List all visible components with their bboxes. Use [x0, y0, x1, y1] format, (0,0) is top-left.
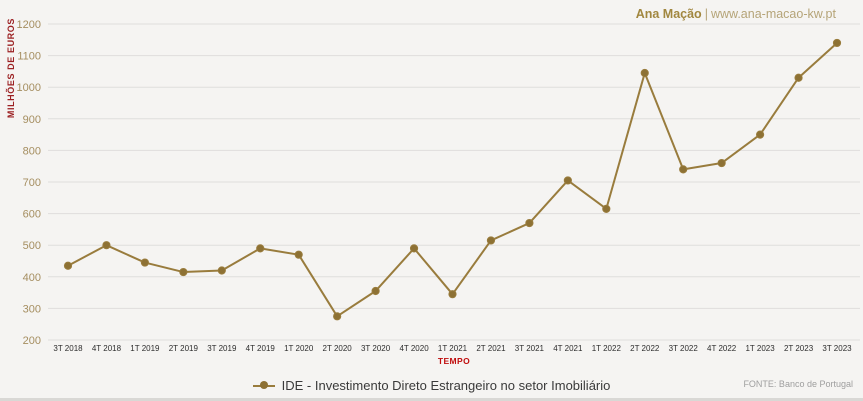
data-point[interactable]: [832, 38, 842, 48]
x-tick-label: 2T 2022: [630, 344, 660, 353]
x-tick-label: 3T 2018: [53, 344, 83, 353]
x-tick-label: 2T 2021: [476, 344, 506, 353]
data-point[interactable]: [486, 236, 496, 245]
x-tick-label: 3T 2019: [207, 344, 237, 353]
y-tick-label: 800: [23, 145, 41, 157]
x-tick-label: 1T 2021: [438, 344, 468, 353]
x-tick-label: 4T 2018: [92, 344, 122, 353]
data-point[interactable]: [794, 73, 803, 82]
x-tick-label: 4T 2022: [707, 344, 737, 353]
x-tick-label: 1T 2020: [284, 344, 314, 353]
y-tick-label: 400: [23, 272, 41, 284]
data-point[interactable]: [525, 218, 534, 228]
data-point[interactable]: [448, 290, 457, 299]
legend-series-marker-icon: [252, 381, 275, 390]
legend-label: IDE - Investimento Direto Estrangeiro no…: [281, 377, 611, 393]
data-point[interactable]: [140, 258, 149, 267]
site-url-link[interactable]: www.ana-macao-kw.pt: [710, 7, 836, 21]
x-tick-label: 1T 2022: [592, 344, 622, 353]
brand-separator: |: [704, 7, 708, 21]
data-point[interactable]: [409, 244, 419, 253]
data-point[interactable]: [63, 261, 73, 270]
data-point[interactable]: [256, 244, 265, 253]
data-point[interactable]: [179, 267, 188, 277]
data-point[interactable]: [217, 266, 226, 275]
x-tick-label: 4T 2021: [553, 344, 583, 353]
data-point[interactable]: [602, 204, 611, 213]
y-tick-label: 500: [23, 240, 41, 252]
data-point[interactable]: [756, 130, 765, 139]
legend-item-ide[interactable]: IDE - Investimento Direto Estrangeiro no…: [252, 377, 611, 393]
data-point[interactable]: [102, 241, 111, 250]
y-tick-label: 900: [23, 114, 41, 126]
x-tick-label: 3T 2022: [669, 344, 699, 353]
y-tick-label: 1200: [17, 19, 41, 31]
x-tick-label: 3T 2023: [822, 344, 852, 353]
x-tick-label: 2T 2019: [169, 344, 199, 353]
data-point[interactable]: [333, 312, 342, 321]
data-point[interactable]: [640, 68, 649, 78]
site-credit: Ana Mação | www.ana-macao-kw.pt: [636, 7, 836, 21]
data-point[interactable]: [717, 158, 726, 168]
data-point[interactable]: [371, 286, 380, 296]
y-tick-label: 1100: [17, 51, 41, 63]
x-axis-title: TEMPO: [437, 356, 471, 366]
x-tick-label: 4T 2019: [246, 344, 276, 353]
data-point[interactable]: [294, 250, 303, 259]
y-tick-label: 700: [23, 177, 41, 189]
legend-row: IDE - Investimento Direto Estrangeiro no…: [0, 374, 863, 396]
x-tick-label: 3T 2020: [361, 344, 391, 353]
x-tick-label: 2T 2020: [323, 344, 353, 353]
data-point[interactable]: [679, 165, 688, 174]
x-tick-label: 1T 2019: [130, 344, 160, 353]
x-tick-label: 3T 2021: [515, 344, 545, 353]
y-tick-label: 300: [23, 303, 41, 315]
brand-name: Ana Mação: [635, 7, 702, 21]
y-tick-label: 200: [23, 335, 41, 347]
y-tick-label: 1000: [17, 82, 41, 94]
x-tick-label: 2T 2023: [784, 344, 814, 353]
data-point[interactable]: [563, 176, 572, 185]
y-tick-label: 600: [23, 209, 41, 221]
x-tick-label: 4T 2020: [399, 344, 429, 353]
x-tick-label: 1T 2023: [745, 344, 775, 353]
source-note: FONTE: Banco de Portugal: [743, 379, 853, 389]
